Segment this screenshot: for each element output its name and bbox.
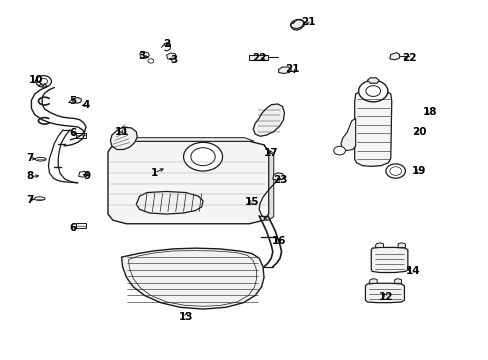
Polygon shape	[366, 78, 378, 83]
Text: 6: 6	[69, 129, 76, 138]
Polygon shape	[365, 283, 404, 303]
Text: 3: 3	[138, 51, 145, 61]
Text: 3: 3	[170, 55, 177, 65]
Polygon shape	[73, 98, 81, 103]
Text: 7: 7	[26, 153, 34, 163]
Polygon shape	[374, 243, 383, 247]
Circle shape	[40, 78, 47, 84]
Text: 20: 20	[411, 127, 426, 136]
Text: 11: 11	[114, 127, 129, 136]
Polygon shape	[110, 127, 137, 149]
Text: 18: 18	[422, 107, 436, 117]
Polygon shape	[76, 133, 86, 138]
Text: 2: 2	[163, 39, 170, 49]
Text: 15: 15	[244, 197, 259, 207]
Polygon shape	[394, 279, 401, 283]
Circle shape	[190, 148, 215, 166]
Text: 23: 23	[272, 175, 287, 185]
Polygon shape	[253, 104, 284, 136]
Circle shape	[385, 164, 405, 178]
Text: 7: 7	[26, 195, 34, 205]
Text: 14: 14	[405, 266, 419, 276]
Text: 21: 21	[285, 64, 299, 74]
Circle shape	[365, 86, 380, 96]
Text: 17: 17	[264, 148, 278, 158]
Text: 8: 8	[26, 171, 34, 181]
Polygon shape	[278, 67, 291, 73]
Polygon shape	[264, 145, 273, 220]
Polygon shape	[354, 90, 391, 166]
Circle shape	[183, 142, 222, 171]
Text: 13: 13	[179, 312, 193, 322]
Text: 16: 16	[271, 236, 285, 246]
Text: 22: 22	[401, 53, 416, 63]
Text: 9: 9	[84, 171, 91, 181]
Text: 5: 5	[69, 96, 76, 106]
Polygon shape	[368, 279, 376, 283]
Polygon shape	[340, 118, 355, 150]
Text: 10: 10	[29, 75, 43, 85]
Ellipse shape	[34, 197, 45, 201]
Circle shape	[389, 167, 401, 175]
Polygon shape	[136, 192, 203, 214]
Polygon shape	[397, 243, 405, 247]
Polygon shape	[290, 19, 304, 29]
Text: 6: 6	[69, 224, 76, 233]
Polygon shape	[370, 247, 407, 273]
Text: 4: 4	[82, 100, 89, 110]
Text: 1: 1	[150, 168, 158, 178]
Circle shape	[36, 76, 51, 87]
Circle shape	[358, 80, 387, 102]
Polygon shape	[140, 51, 149, 58]
Polygon shape	[272, 173, 284, 180]
Circle shape	[333, 146, 345, 155]
Text: 21: 21	[300, 17, 314, 27]
Polygon shape	[79, 171, 87, 177]
Polygon shape	[76, 224, 86, 228]
Polygon shape	[122, 248, 264, 309]
Polygon shape	[249, 55, 267, 60]
Text: 22: 22	[251, 53, 266, 63]
Text: 19: 19	[411, 166, 426, 176]
Polygon shape	[389, 53, 399, 60]
Polygon shape	[166, 53, 176, 59]
Text: 12: 12	[378, 292, 392, 302]
Polygon shape	[108, 141, 268, 224]
Circle shape	[148, 59, 154, 63]
Ellipse shape	[35, 157, 46, 161]
Polygon shape	[126, 138, 254, 141]
